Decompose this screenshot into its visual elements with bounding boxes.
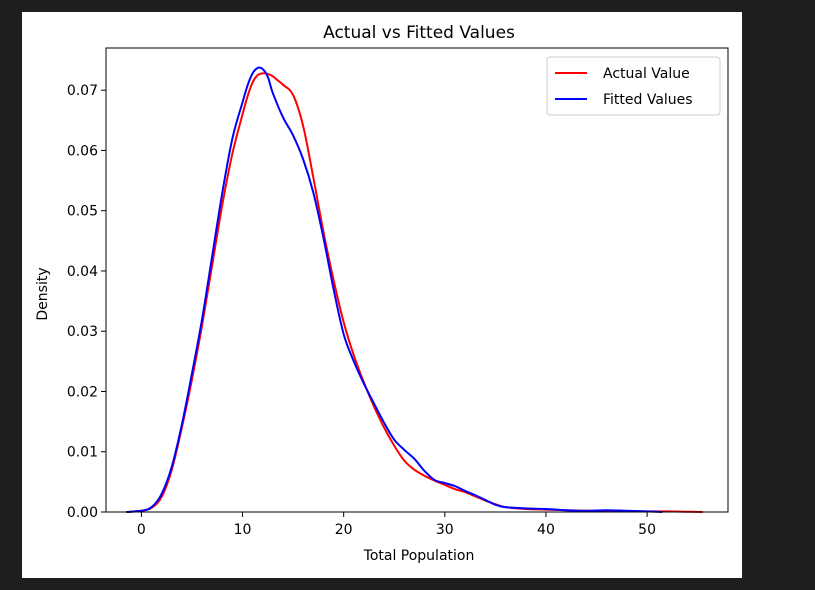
x-tick-label: 40 xyxy=(537,522,555,538)
legend-label-actual-value: Actual Value xyxy=(603,66,690,82)
x-tick-label: 20 xyxy=(335,522,353,538)
x-tick-label: 10 xyxy=(234,522,252,538)
series-line-actual-value xyxy=(126,72,703,513)
plot-layer: 0 10 20 30 40 50 0.00 0.01 0.02 0.03 0.04 0.05 0.06 0… xyxy=(67,47,729,538)
y-tick-label: 0.02 xyxy=(67,384,98,400)
x-tick-label: 50 xyxy=(638,522,656,538)
x-tick-label: 0 xyxy=(137,522,146,538)
chart-svg: Actual vs Fitted Values Total Population… xyxy=(35,23,729,564)
series-line-fitted-values xyxy=(126,66,663,513)
y-tick-label: 0.04 xyxy=(67,264,98,280)
chart-title: Actual vs Fitted Values xyxy=(323,23,515,43)
y-axis-label: Density xyxy=(35,267,51,320)
legend: Actual Value Fitted Values xyxy=(546,56,721,116)
chart-figure: Actual vs Fitted Values Total Population… xyxy=(22,12,742,578)
axes-frame xyxy=(105,47,729,513)
y-tick-label: 0.03 xyxy=(67,324,98,340)
y-tick-label: 0.00 xyxy=(67,505,98,521)
x-axis-label: Total Population xyxy=(363,548,475,564)
x-tick-label: 30 xyxy=(436,522,454,538)
y-tick-label: 0.07 xyxy=(67,83,98,99)
legend-box xyxy=(546,56,721,116)
legend-label-fitted-values: Fitted Values xyxy=(603,92,693,108)
y-tick-label: 0.06 xyxy=(67,143,98,159)
y-tick-label: 0.05 xyxy=(67,204,98,220)
y-tick-label: 0.01 xyxy=(67,445,98,461)
